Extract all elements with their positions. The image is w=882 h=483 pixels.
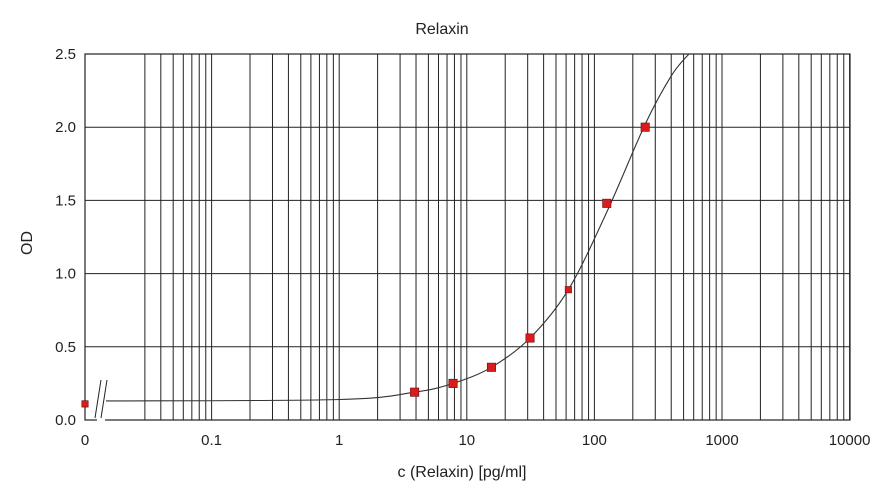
x-tick-labels: 0 0.1 1 10 100 1000 10000 [81,432,871,449]
grid-lines [85,53,851,421]
plot-frame [84,53,851,421]
x-tick-label: 10000 [829,432,871,449]
data-point [410,387,420,397]
y-tick-label: 2.5 [55,46,76,63]
data-point [525,333,535,343]
x-tick-label: 1000 [705,432,738,449]
y-tick-label: 1.5 [55,192,76,209]
x-tick-label: 0 [81,432,89,449]
fit-curve [105,53,690,402]
y-tick-label: 1.0 [55,266,76,283]
chart-title: Relaxin [415,21,468,38]
x-tick-label: 100 [582,432,607,449]
y-tick-label: 0.0 [55,412,76,429]
fit-curve-layer [105,53,690,402]
data-point [564,286,572,294]
y-axis-label: OD [19,231,36,255]
data-point [448,378,458,388]
x-tick-label: 10 [458,432,475,449]
data-point [81,400,89,408]
axis-break [94,379,108,422]
data-point [486,362,496,372]
data-points-layer [81,122,650,408]
axis-break-gap [97,380,105,422]
y-tick-label: 2.0 [55,119,76,136]
data-point [640,122,650,132]
axis-break-mark [100,379,108,419]
x-axis-label: c (Relaxin) [pg/ml] [398,464,527,481]
x-tick-label: 0.1 [201,432,222,449]
y-tick-label: 0.5 [55,339,76,356]
data-point [602,198,612,208]
axis-break-mark [94,379,102,419]
y-tick-labels: 0.0 0.5 1.0 1.5 2.0 2.5 [55,46,76,429]
x-tick-label: 1 [335,432,343,449]
